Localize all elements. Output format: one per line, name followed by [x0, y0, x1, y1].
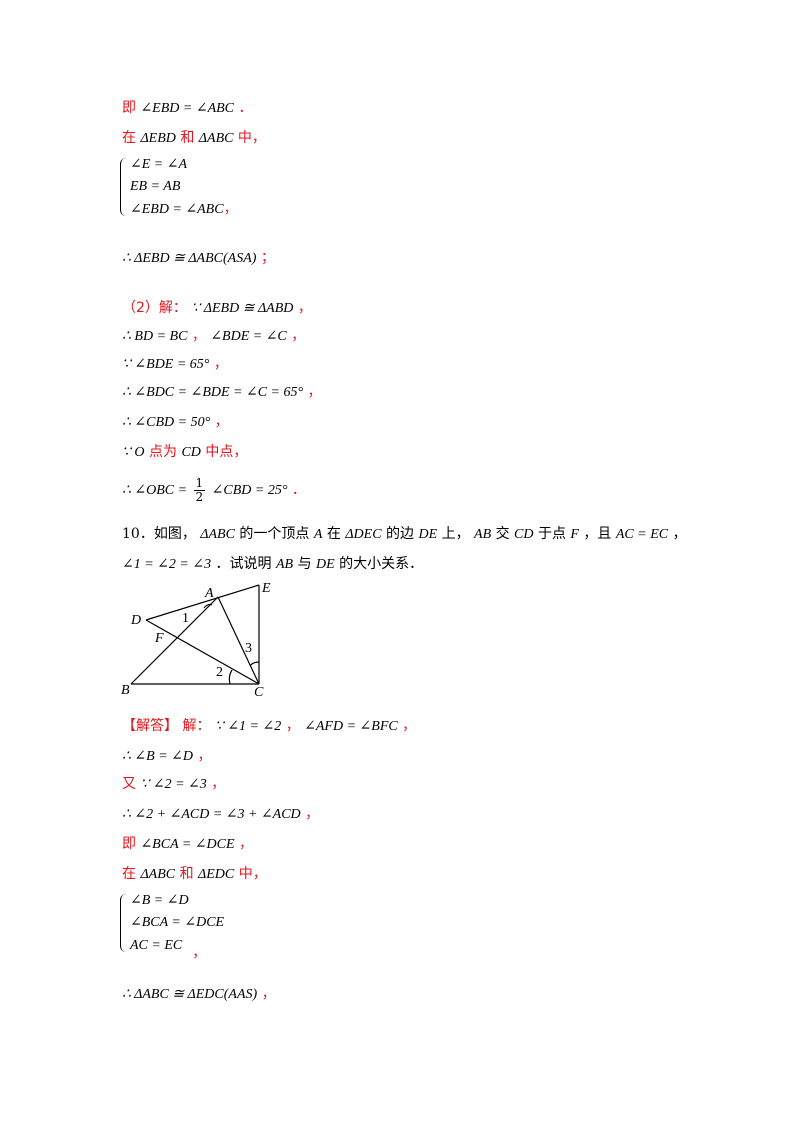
label-f: F: [154, 631, 164, 646]
line-bdc-65: ∴ ∠BDC = ∠BDE = ∠C = 65° ，: [122, 384, 322, 400]
solution-2-3: 又 ∵ ∠2 = ∠3 ，: [122, 776, 226, 792]
solution-bca-dce: 即 ∠BCA = ∠DCE ，: [122, 836, 254, 852]
system-brace: [120, 894, 129, 952]
label-angle-3: 3: [245, 641, 252, 656]
segment-de: [145, 584, 260, 621]
line-part2-start: （2）解： ∵ ΔEBD ≅ ΔABD ，: [122, 300, 312, 316]
label-c: C: [254, 685, 264, 700]
line-obc-25: ∴ ∠OBC = 1 2 ∠CBD = 25° ．: [122, 475, 306, 504]
solution-in-triangles: 在 ΔABC 和 ΔEDC 中，: [122, 866, 267, 882]
line-angle-equal: 即 ∠EBD = ∠ABC ．: [122, 100, 253, 116]
line-o-midpoint: ∵ O 点为 CD 中点，: [122, 444, 248, 460]
label-angle-2: 2: [216, 665, 223, 680]
solution-b-d: ∴ ∠B = ∠D ，: [122, 748, 212, 764]
solution-start: 【解答】 解： ∵ ∠1 = ∠2 ， ∠AFD = ∠BFC ，: [122, 718, 417, 734]
line-in-triangles: 在 ΔEBD 和 ΔABC 中，: [122, 130, 266, 146]
problem-10-question: ∠1 = ∠2 = ∠3 ．试说明 AB 与 DE 的大小关系．: [122, 556, 424, 572]
solution-conclusion-aas: ∴ ΔABC ≅ ΔEDC(AAS) ，: [122, 986, 276, 1002]
line-bde-65: ∵ ∠BDE = 65° ，: [122, 356, 228, 372]
angle-arc-1: [203, 603, 213, 609]
line-cbd-50: ∴ ∠CBD = 50° ，: [122, 414, 229, 430]
label-d: D: [130, 613, 141, 628]
congruence-system-1: ∠E = ∠A EB = AB ∠EBD = ∠ABC，: [130, 157, 238, 217]
problem-10-statement: 10．如图， ΔABC 的一个顶点 A 在 ΔDEC 的边 DE 上， AB 交…: [122, 526, 687, 542]
segment-ac: [217, 596, 260, 685]
label-angle-1: 1: [182, 611, 189, 626]
line-bd-bc: ∴ BD = BC ， ∠BDE = ∠C ，: [122, 328, 306, 344]
angle-arc-3: [249, 661, 260, 667]
geometry-figure: A E D F B C 1 2 3: [121, 581, 271, 700]
system-brace: [120, 158, 129, 216]
label-e: E: [261, 581, 271, 596]
segment-ba: [130, 596, 219, 685]
angle-arc-2: [228, 669, 233, 685]
fraction-one-half: 1 2: [193, 475, 206, 504]
solution-sum: ∴ ∠2 + ∠ACD = ∠3 + ∠ACD ，: [122, 806, 320, 822]
congruence-system-2: ∠B = ∠D ∠BCA = ∠DCE AC = EC，: [130, 893, 225, 961]
line-conclusion-asa: ∴ ΔEBD ≅ ΔABC(ASA) ；: [122, 250, 275, 266]
label-b: B: [121, 683, 130, 698]
label-a: A: [204, 586, 214, 601]
segment-dc: [145, 619, 260, 685]
